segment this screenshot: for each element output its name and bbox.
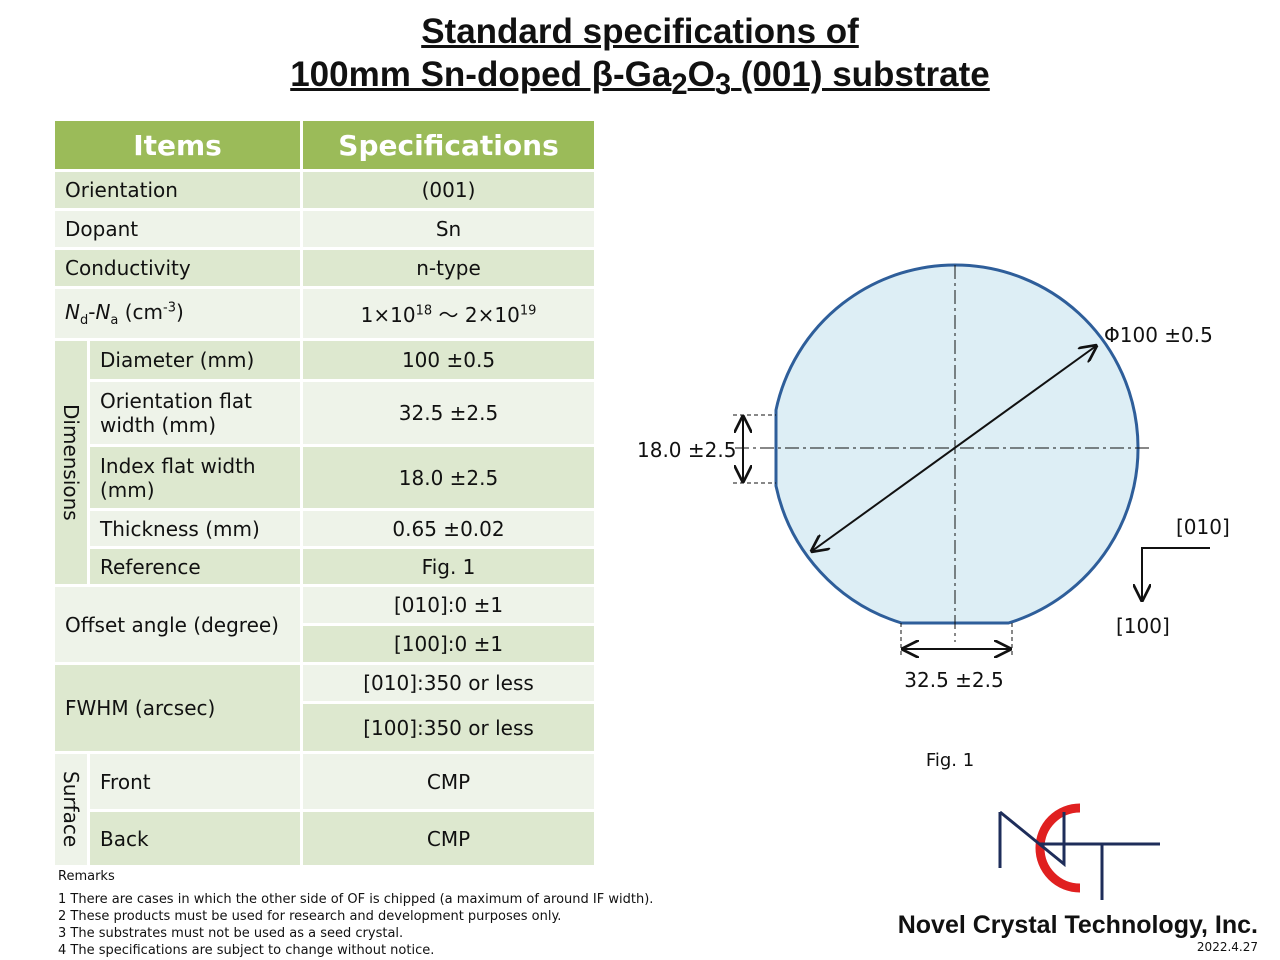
item: Offset angle (degree): [51, 584, 304, 665]
spec: [010]:350 or less: [300, 662, 598, 704]
part: d: [79, 312, 89, 328]
dir-y-label: [100]: [1116, 614, 1170, 638]
part: N: [65, 299, 80, 324]
title-part: (001) substrate: [731, 55, 990, 94]
spec: (001): [300, 169, 598, 211]
spec: [100]:0 ±1: [300, 623, 598, 665]
spec: 100 ±0.5: [300, 338, 598, 382]
remarks-title: Remarks: [58, 869, 115, 884]
spec-table: Items Specifications Orientation (001) Dop…: [51, 118, 598, 868]
spec: [010]:0 ±1: [300, 584, 598, 626]
logo-n: [998, 810, 1066, 868]
date: 2022.4.27: [1197, 940, 1258, 954]
item: Conductivity: [51, 247, 304, 289]
item: Thickness (mm): [86, 508, 304, 549]
direction-arrow: [1142, 547, 1210, 600]
part: 19: [519, 303, 537, 319]
spec: 32.5 ±2.5: [300, 379, 598, 447]
company: Novel Crystal Technology, Inc.: [898, 911, 1258, 939]
group-label: Dimensions: [52, 338, 90, 587]
spec: CMP: [300, 751, 598, 812]
item: Back: [86, 809, 304, 868]
title-line2: 100mm Sn-doped β-Ga2O3 (001) substrate: [0, 55, 1280, 102]
group-label: Surface: [52, 751, 90, 868]
item: Dopant: [51, 208, 304, 250]
spec: CMP: [300, 809, 598, 868]
spec: 18.0 ±2.5: [300, 444, 598, 511]
remarks: Remarks 1 There are cases in which the o…: [58, 868, 653, 959]
part: a: [110, 312, 119, 328]
part: (cm: [118, 299, 164, 324]
item: FWHM (arcsec): [51, 662, 304, 754]
spec: Fig. 1: [300, 546, 598, 587]
item: Reference: [86, 546, 304, 587]
item: Diameter (mm): [86, 338, 304, 382]
item: Orientation: [51, 169, 304, 211]
title-part: 3: [714, 69, 732, 101]
remark: 1 There are cases in which the other sid…: [58, 892, 654, 907]
remark: 3 The substrates must not be used as a s…: [58, 926, 404, 941]
part: 〜 2×10: [432, 303, 520, 327]
part: -: [88, 299, 96, 324]
diameter-arrow: [812, 346, 1096, 551]
spec: [100]:350 or less: [300, 701, 598, 754]
item: Orientation flat width (mm): [86, 379, 304, 447]
item: Index flat width (mm): [86, 444, 304, 511]
wafer: [774, 263, 1140, 625]
title-line1: Standard specifications of: [421, 12, 859, 51]
remark: 2 These products must be used for resear…: [58, 909, 562, 924]
item: Nd-Na (cm-3): [51, 286, 304, 341]
spec: n-type: [300, 247, 598, 289]
dir-x-label: [010]: [1176, 515, 1230, 539]
part: 1×10: [360, 303, 416, 327]
spec: Sn: [300, 208, 598, 250]
spec: 1×1018 〜 2×1019: [300, 286, 598, 341]
header-cell: Specifications: [300, 118, 598, 172]
figure-caption: Fig. 1: [926, 750, 974, 771]
orientation-flat-label: 32.5 ±2.5: [904, 668, 1003, 692]
logo-t: [1040, 842, 1160, 900]
diameter-label: Φ100 ±0.5: [1104, 323, 1213, 347]
title-part: O: [687, 55, 715, 94]
header-cell: Items: [51, 118, 304, 172]
part: ): [176, 299, 184, 324]
item: Front: [86, 751, 304, 812]
part: 18: [415, 303, 433, 319]
spec: 0.65 ±0.02: [300, 508, 598, 549]
part: N: [95, 299, 111, 324]
logo-arc: [1035, 803, 1081, 893]
part: -3: [163, 299, 176, 315]
remark: 4 The specifications are subject to chan…: [58, 943, 435, 958]
title-part: 2: [671, 69, 688, 101]
title-part: 100mm Sn-doped β-Ga: [290, 55, 672, 94]
index-flat-label: 18.0 ±2.5: [637, 438, 736, 462]
